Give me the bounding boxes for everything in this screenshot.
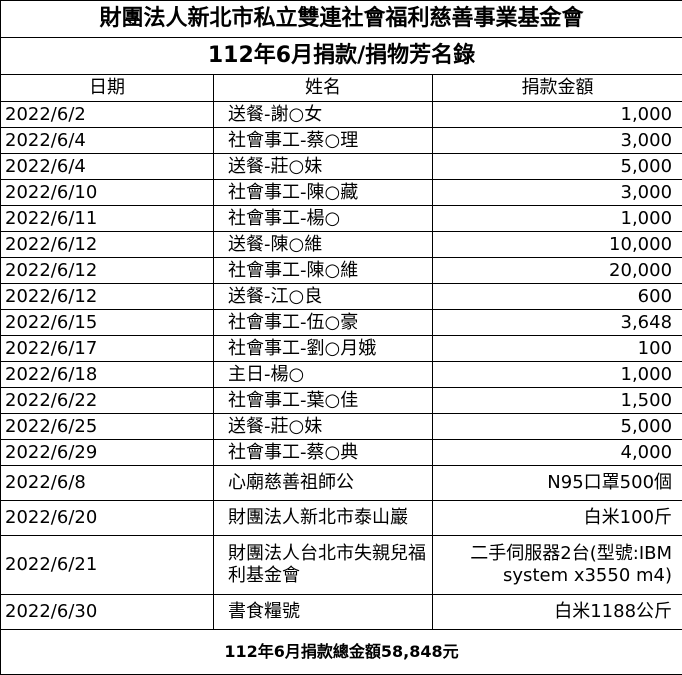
date-cell: 2022/6/17 bbox=[1, 336, 214, 362]
name-cell: 主日-楊○ bbox=[214, 362, 433, 388]
amount-cell: 白米1188公斤 bbox=[433, 595, 682, 630]
amount-cell: 1,500 bbox=[433, 388, 682, 414]
amount-cell: 20,000 bbox=[433, 258, 682, 284]
header-row: 日期姓名捐款金額 bbox=[1, 75, 682, 102]
amount-cell: 1,000 bbox=[433, 102, 682, 128]
amount-cell: 1,000 bbox=[433, 362, 682, 388]
name-cell: 心廟慈善祖師公 bbox=[214, 466, 433, 501]
date-cell: 2022/6/2 bbox=[1, 102, 214, 128]
name-cell: 社會事工-楊○ bbox=[214, 206, 433, 232]
amount-cell: 600 bbox=[433, 284, 682, 310]
date-cell: 2022/6/20 bbox=[1, 501, 214, 536]
name-cell: 社會事工-蔡○理 bbox=[214, 128, 433, 154]
column-header: 捐款金額 bbox=[433, 75, 682, 102]
name-cell: 送餐-江○良 bbox=[214, 284, 433, 310]
date-cell: 2022/6/12 bbox=[1, 232, 214, 258]
title-row: 財團法人新北市私立雙連社會福利慈善事業基金會 bbox=[1, 1, 682, 38]
date-cell: 2022/6/22 bbox=[1, 388, 214, 414]
column-header: 姓名 bbox=[214, 75, 433, 102]
amount-cell: 10,000 bbox=[433, 232, 682, 258]
name-cell: 社會事工-伍○豪 bbox=[214, 310, 433, 336]
date-cell: 2022/6/12 bbox=[1, 284, 214, 310]
name-cell: 社會事工-陳○藏 bbox=[214, 180, 433, 206]
amount-cell: 100 bbox=[433, 336, 682, 362]
date-cell: 2022/6/25 bbox=[1, 414, 214, 440]
amount-cell: 5,000 bbox=[433, 414, 682, 440]
subtitle: 112年6月捐款/捐物芳名錄 bbox=[1, 38, 682, 75]
name-cell: 社會事工-劉○月娥 bbox=[214, 336, 433, 362]
amount-cell: 二手伺服器2台(型號:IBM system x3550 m4) bbox=[433, 536, 682, 595]
date-cell: 2022/6/29 bbox=[1, 440, 214, 466]
name-cell: 書食糧號 bbox=[214, 595, 433, 630]
name-cell: 送餐-莊○妹 bbox=[214, 154, 433, 180]
amount-cell: 3,000 bbox=[433, 128, 682, 154]
subtitle-row: 112年6月捐款/捐物芳名錄 bbox=[1, 38, 682, 75]
column-header: 日期 bbox=[1, 75, 214, 102]
name-cell: 社會事工-蔡○典 bbox=[214, 440, 433, 466]
date-cell: 2022/6/4 bbox=[1, 128, 214, 154]
amount-cell: N95口罩500個 bbox=[433, 466, 682, 501]
amount-cell: 白米100斤 bbox=[433, 501, 682, 536]
amount-cell: 4,000 bbox=[433, 440, 682, 466]
name-cell: 社會事工-陳○維 bbox=[214, 258, 433, 284]
date-cell: 2022/6/8 bbox=[1, 466, 214, 501]
date-cell: 2022/6/10 bbox=[1, 180, 214, 206]
name-cell: 社會事工-葉○佳 bbox=[214, 388, 433, 414]
name-cell: 財團法人新北市泰山巖 bbox=[214, 501, 433, 536]
name-cell: 送餐-陳○維 bbox=[214, 232, 433, 258]
amount-cell: 1,000 bbox=[433, 206, 682, 232]
amount-cell: 3,000 bbox=[433, 180, 682, 206]
date-cell: 2022/6/21 bbox=[1, 536, 214, 595]
date-cell: 2022/6/30 bbox=[1, 595, 214, 630]
date-cell: 2022/6/4 bbox=[1, 154, 214, 180]
amount-cell: 5,000 bbox=[433, 154, 682, 180]
date-cell: 2022/6/18 bbox=[1, 362, 214, 388]
date-cell: 2022/6/15 bbox=[1, 310, 214, 336]
title: 財團法人新北市私立雙連社會福利慈善事業基金會 bbox=[1, 1, 682, 38]
name-cell: 送餐-謝○女 bbox=[214, 102, 433, 128]
name-cell: 送餐-莊○妹 bbox=[214, 414, 433, 440]
amount-cell: 3,648 bbox=[433, 310, 682, 336]
name-cell: 財團法人台北市失親兒福利基金會 bbox=[214, 536, 433, 595]
date-cell: 2022/6/12 bbox=[1, 258, 214, 284]
date-cell: 2022/6/11 bbox=[1, 206, 214, 232]
